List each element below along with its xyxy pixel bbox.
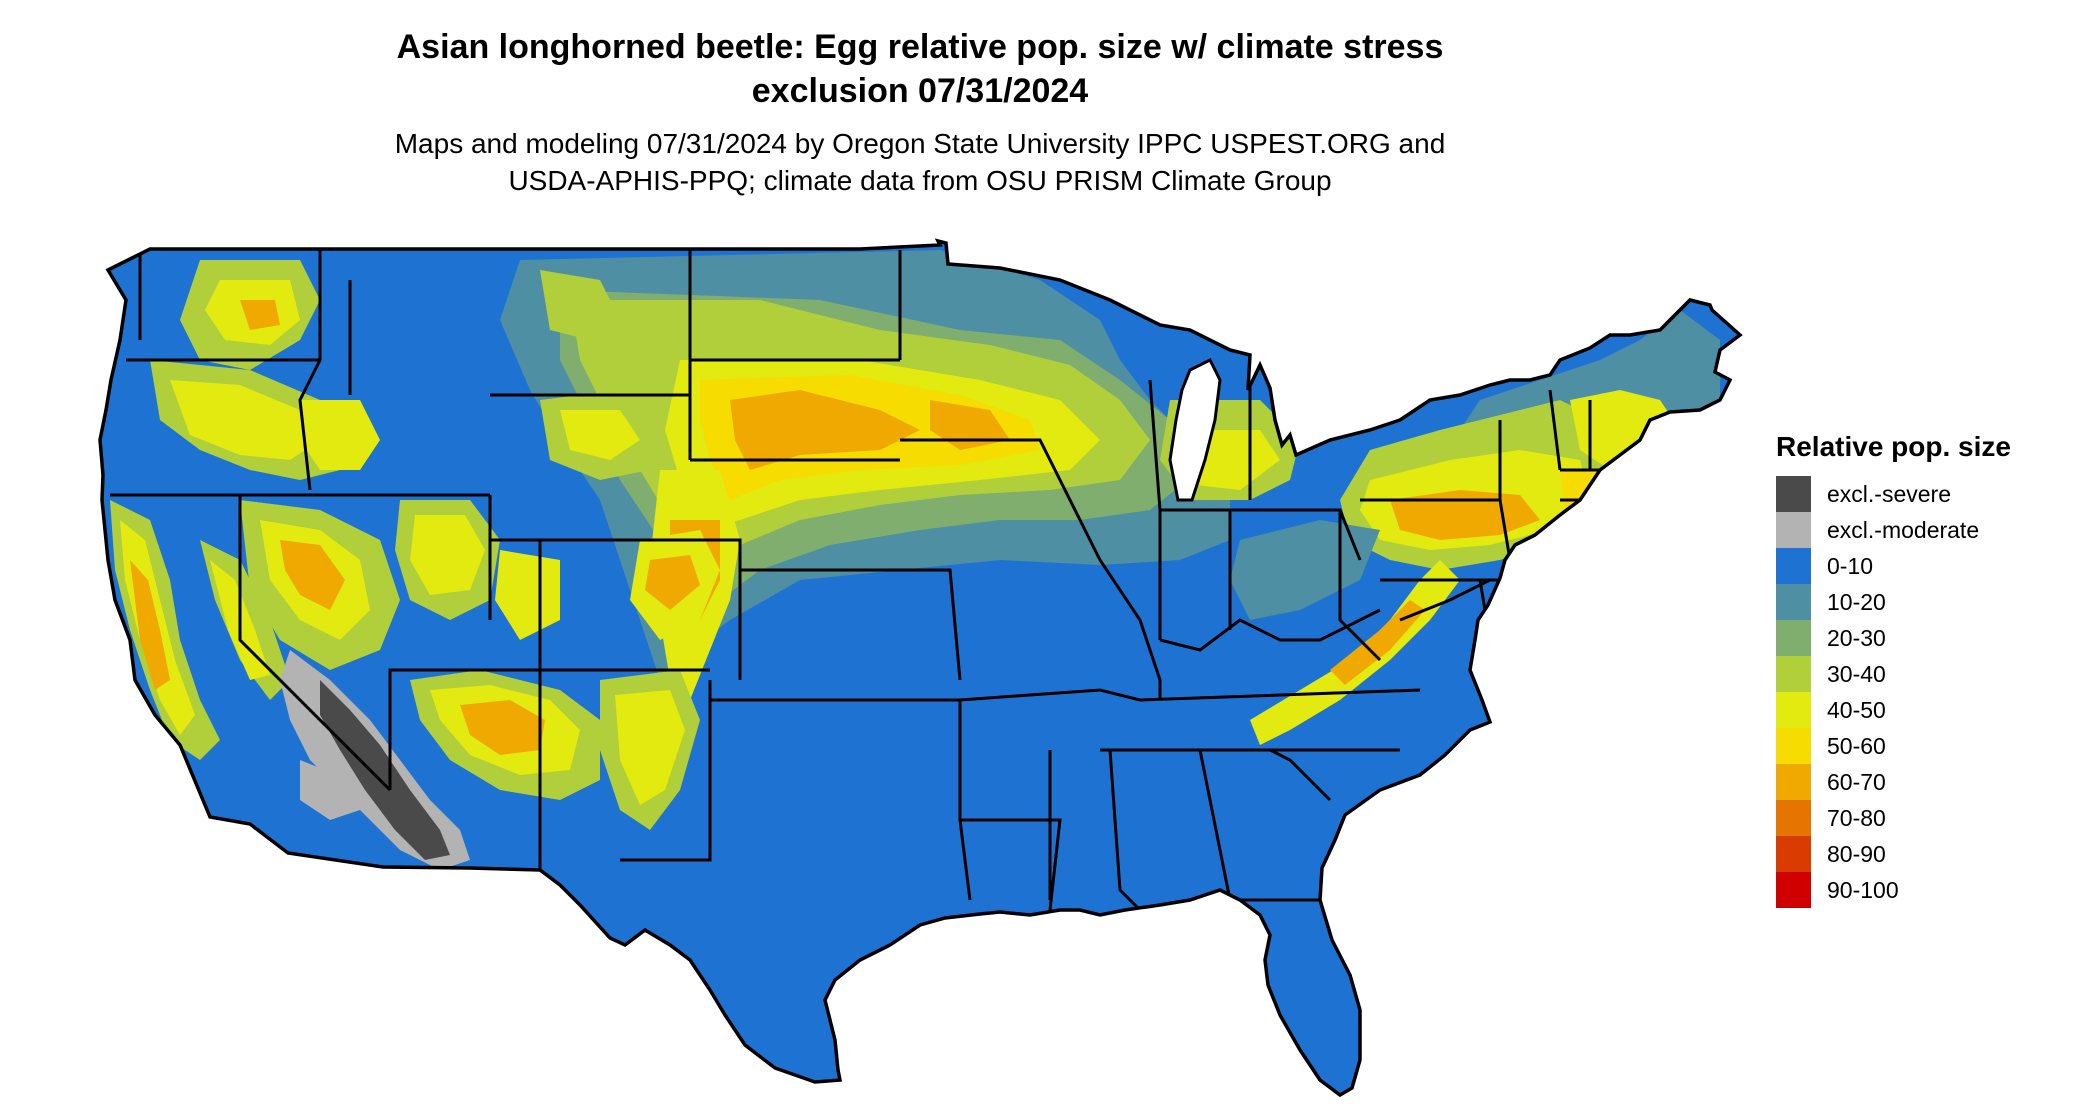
legend-item: 40-50 [1776,692,2076,728]
legend-label: 70-80 [1827,804,1886,831]
legend-label: 0-10 [1827,552,1874,579]
legend-swatch [1776,656,1811,692]
lake-michigan [1168,357,1222,502]
map-subtitle-line1: Maps and modeling 07/31/2024 by Oregon S… [394,128,1446,159]
legend-item: 0-10 [1776,548,2076,584]
legend-item: 70-80 [1776,800,2076,836]
legend-item: 30-40 [1776,656,2076,692]
map-title-line1: Asian longhorned beetle: Egg relative po… [396,28,1444,66]
map-subtitle-line2: USDA-APHIS-PPQ; climate data from OSU PR… [508,165,1332,196]
legend-swatch [1776,620,1811,656]
legend-swatch [1776,476,1811,512]
legend-label: 20-30 [1827,624,1886,651]
legend-label: 80-90 [1827,840,1886,867]
legend-label: excl.-moderate [1827,516,1980,543]
legend-label: 40-50 [1827,696,1886,723]
legend-item: 90-100 [1776,872,2076,908]
legend-item: 10-20 [1776,584,2076,620]
legend-item: excl.-moderate [1776,512,2076,548]
legend-swatch [1776,764,1811,800]
legend-label: 90-100 [1827,876,1899,903]
legend-swatch [1776,512,1811,548]
legend-swatch [1776,872,1811,908]
legend-label: excl.-severe [1827,480,1951,507]
legend-item: excl.-severe [1776,476,2076,512]
legend-swatch [1776,584,1811,620]
legend-label: 60-70 [1827,768,1886,795]
legend-label: 30-40 [1827,660,1886,687]
legend-item: 60-70 [1776,764,2076,800]
legend-swatch [1776,548,1811,584]
legend-swatch [1776,836,1811,872]
legend: Relative pop. size excl.-severe excl.-mod… [1776,430,2076,908]
legend-label: 10-20 [1827,588,1886,615]
legend-item: 80-90 [1776,836,2076,872]
legend-item: 20-30 [1776,620,2076,656]
legend-items: excl.-severe excl.-moderate 0-10 10-20 20-30… [1776,476,2076,908]
legend-swatch [1776,800,1811,836]
legend-swatch [1776,692,1811,728]
legend-title: Relative pop. size [1776,431,2011,462]
legend-label: 50-60 [1827,732,1886,759]
legend-swatch [1776,728,1811,764]
map-title-line2: exclusion 07/31/2024 [751,72,1089,110]
legend-item: 50-60 [1776,728,2076,764]
